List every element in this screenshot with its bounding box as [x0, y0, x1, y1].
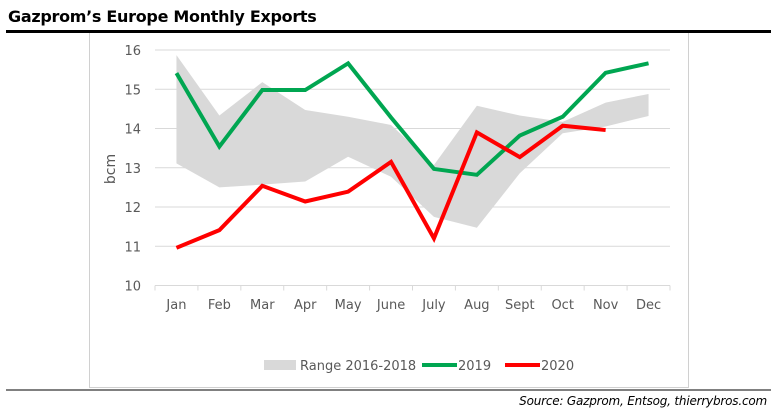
x-tick-label: June — [376, 298, 405, 313]
x-tick-label: May — [335, 298, 362, 313]
x-tick-label: Oct — [551, 298, 573, 313]
legend: Range 2016-2018 2019 2020 — [264, 359, 574, 374]
y-tick-label: 12 — [124, 201, 141, 216]
y-tick-label: 15 — [124, 83, 141, 98]
x-tick-label: Feb — [208, 298, 231, 313]
x-tick-label: Nov — [593, 298, 619, 313]
x-tick-label: Jan — [165, 298, 186, 313]
range-area-group — [176, 55, 649, 228]
x-tick-label: Aug — [464, 298, 489, 313]
x-tick-label: Apr — [294, 298, 317, 313]
series-lines — [174, 60, 649, 250]
y-tick-label: 16 — [124, 44, 141, 59]
series-line-2019 — [174, 60, 649, 177]
x-tick-label: Sept — [505, 298, 535, 313]
chart-frame — [89, 33, 689, 388]
y-tick-label: 14 — [124, 123, 141, 138]
x-tick-label: July — [421, 298, 446, 313]
y-axis-label: bcm — [103, 154, 119, 184]
chart-title: Gazprom’s Europe Monthly Exports — [8, 7, 317, 26]
y-tick-label: 13 — [124, 162, 141, 177]
legend-swatch-range — [264, 360, 296, 370]
legend-label-2020: 2020 — [541, 359, 574, 374]
bottom-rule — [6, 389, 771, 391]
y-tick-label: 11 — [124, 240, 141, 255]
source-note: Source: Gazprom, Entsog, thierrybros.com — [519, 394, 767, 408]
legend-label-2019: 2019 — [458, 359, 491, 374]
title-rule — [6, 30, 771, 33]
x-tick-label: Dec — [636, 298, 661, 313]
range-area — [176, 55, 649, 228]
x-tick-label: Mar — [250, 298, 275, 313]
x-tick-labels: Jan Feb Mar Apr May June July Aug Sept Oct Nov Dec — [165, 298, 661, 313]
y-tick-label: 10 — [124, 280, 141, 295]
y-tick-labels: 10 11 12 13 14 15 16 — [124, 44, 141, 295]
legend-label-range: Range 2016-2018 — [300, 359, 416, 374]
